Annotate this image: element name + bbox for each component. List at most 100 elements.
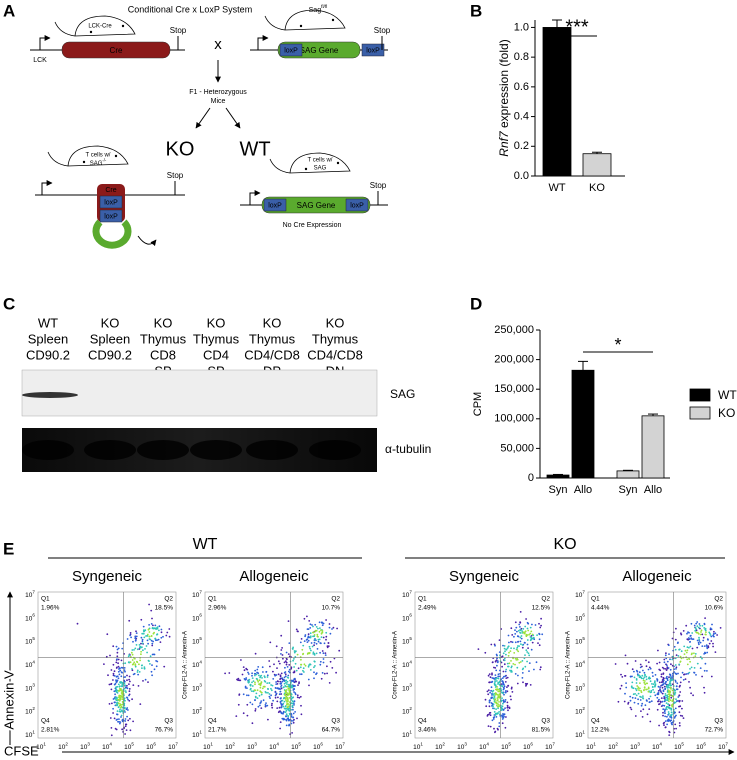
flow-dot (140, 664, 143, 667)
flow-dot (690, 622, 693, 625)
flow-dot (676, 682, 679, 685)
y-tick-label: 104 (192, 660, 202, 669)
flow-dot (281, 654, 284, 656)
flow-dot (168, 635, 171, 638)
flow-dot (688, 681, 690, 683)
flow-dot (291, 696, 294, 699)
flow-dot (667, 718, 670, 721)
flow-dot (324, 652, 327, 654)
flow-dot (311, 645, 314, 648)
quadrant-percent: 1.96% (41, 605, 60, 612)
flow-dot (664, 720, 667, 722)
flow-dot (712, 633, 715, 635)
flow-dot (624, 692, 626, 695)
bar (616, 470, 640, 479)
x-tick-label-base: 10 (435, 744, 443, 751)
flow-dot (331, 628, 333, 630)
flow-dot (701, 657, 703, 660)
x-tick-label-sup: 7 (552, 742, 555, 747)
x-tick-label-sup: 6 (703, 742, 706, 747)
quadrant-percent: 12.2% (591, 727, 610, 734)
flow-dot (693, 652, 695, 655)
flow-dot (280, 684, 283, 687)
flow-dot (517, 650, 520, 653)
flow-dot (294, 680, 297, 683)
loxp-label: loxP (284, 47, 298, 54)
stop-label: Stop (374, 26, 391, 35)
flow-dot (325, 619, 327, 621)
flow-dot (712, 642, 714, 645)
flow-dot (498, 639, 501, 641)
flow-dot (335, 671, 337, 674)
y-tick-label-sup: 1 (582, 730, 585, 735)
plot-frame (414, 591, 554, 739)
flow-dot (258, 679, 261, 682)
flow-dot (662, 673, 665, 675)
flow-dot (277, 673, 280, 676)
x-tick-label-sup: 3 (464, 742, 467, 747)
flow-dot (492, 689, 495, 692)
flow-dot (129, 632, 132, 634)
y-tick-label-sup: 2 (32, 706, 35, 711)
flow-dot (668, 686, 670, 689)
flow-dot (522, 681, 524, 684)
y-tick-label-sup: 5 (199, 636, 202, 641)
flow-dot (280, 634, 283, 637)
flow-dot (276, 667, 278, 669)
mouse-label-sup: fl/fl (321, 4, 327, 10)
flow-dot (714, 651, 717, 653)
y-tick-label-sup: 3 (32, 683, 35, 688)
flow-dot (683, 673, 685, 676)
flow-dot (308, 684, 310, 687)
flow-dot (645, 682, 648, 685)
mouse-eye (331, 18, 335, 22)
flow-dot (303, 617, 306, 620)
flow-dot (631, 675, 633, 678)
stop-label: Stop (167, 171, 184, 180)
flow-dot (678, 711, 681, 714)
mouse-icon (264, 9, 346, 31)
promoter-arrow (41, 180, 53, 195)
flow-dot (297, 684, 299, 686)
flow-dot (696, 662, 699, 665)
flow-dot (667, 711, 670, 713)
flow-dot (298, 696, 301, 699)
flow-dot (641, 674, 644, 677)
flow-dot (663, 700, 666, 703)
flow-dot (494, 660, 497, 663)
flow-dot (124, 718, 127, 720)
f1-label: F1 - Heterozygous (189, 89, 247, 96)
flow-dot (120, 671, 123, 673)
flow-dot (703, 645, 706, 647)
quadrant-name: Q2 (714, 596, 723, 603)
flow-dot (295, 669, 298, 672)
flow-dot (133, 649, 135, 651)
flow-dot (151, 653, 154, 656)
flow-dot (321, 631, 323, 634)
flow-dot (258, 694, 261, 697)
flow-dot (676, 642, 679, 644)
x-tick-label: Allo (574, 484, 592, 496)
flow-dot (667, 703, 670, 706)
flow-dot (313, 654, 316, 656)
flow-dot (123, 709, 126, 712)
flow-dot (689, 634, 692, 637)
band (84, 440, 136, 460)
band (309, 440, 361, 460)
loxp-box (99, 195, 123, 209)
flow-dot (700, 629, 703, 632)
flow-dot (292, 712, 295, 715)
flow-dot (663, 704, 666, 707)
flow-dot (624, 675, 627, 677)
y-tick-label-base: 10 (25, 685, 33, 692)
flow-dot (315, 642, 318, 645)
flow-dot (526, 660, 528, 663)
flow-dot (631, 681, 634, 684)
flow-dot (642, 677, 645, 680)
x-tick-label-base: 10 (146, 744, 154, 751)
sag-gene (261, 196, 371, 214)
y-tick-label: 104 (402, 660, 412, 669)
flow-dot (666, 695, 669, 698)
flow-dot (524, 665, 527, 668)
flow-dot (701, 624, 704, 627)
